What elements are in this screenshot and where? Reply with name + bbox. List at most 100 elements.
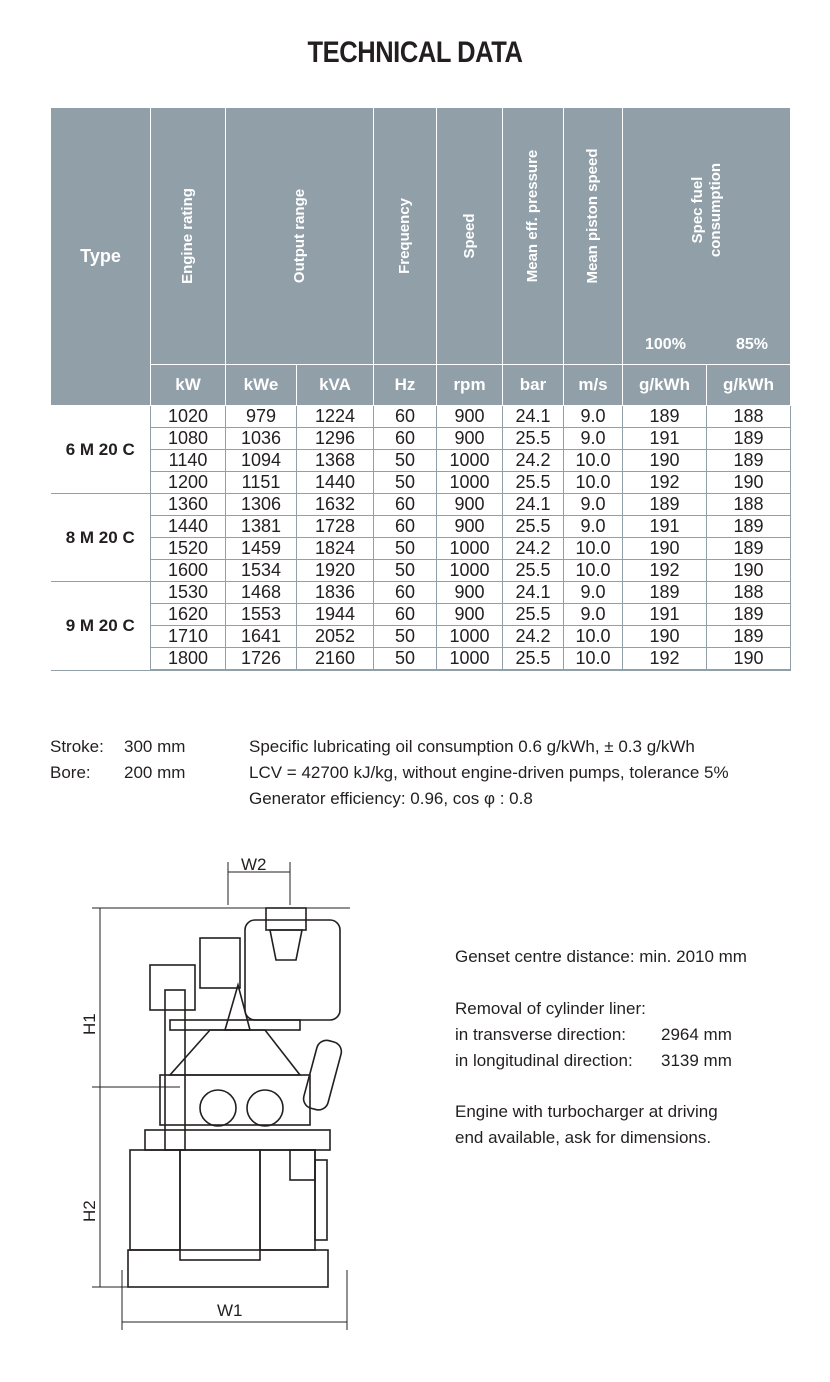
- label-w2: W2: [241, 855, 267, 874]
- table-cell: 1000: [436, 449, 503, 472]
- table-cell: 24.1: [502, 581, 564, 604]
- table-row: 8 M 20 C 1360 1306 1632 60 900 24.1 9.0 189 188: [50, 493, 791, 582]
- table-cell: 25.5: [502, 647, 564, 671]
- engine-type: 9 M 20 C: [50, 581, 151, 671]
- page-title: TECHNICAL DATA: [307, 36, 523, 69]
- table-cell: 9.0: [563, 405, 623, 428]
- engine-dimension-drawing: W2 H1 H2 W1: [80, 855, 350, 1330]
- unit-header: rpm: [436, 364, 503, 406]
- table-row: 1710 1641 2052 50 1000 24.2 10.0 190 189: [51, 625, 791, 648]
- table-cell: 190: [622, 625, 707, 648]
- label-h2: H2: [80, 1200, 99, 1222]
- table-cell: 192: [622, 559, 707, 582]
- table-cell: 1520: [150, 537, 226, 560]
- table-cell: 1381: [225, 515, 297, 538]
- table-cell: 2052: [296, 625, 374, 648]
- unit-header: kWe: [225, 364, 297, 406]
- table-cell: 60: [373, 493, 437, 516]
- table-cell: 24.1: [502, 405, 564, 428]
- table-cell: 190: [622, 537, 707, 560]
- table-cell: 60: [373, 427, 437, 450]
- table-cell: 188: [706, 581, 791, 604]
- header-engine-rating: Engine rating: [150, 107, 226, 365]
- table-row: 1800 1726 2160 50 1000 25.5 10.0 192 190: [51, 647, 791, 671]
- table-cell: 1000: [436, 537, 503, 560]
- liner-removal: Removal of cylinder liner: in transverse…: [455, 999, 732, 1070]
- table-cell: 10.0: [563, 559, 623, 582]
- table-cell: 900: [436, 493, 503, 516]
- table-cell: 190: [706, 647, 791, 671]
- table-cell: 24.2: [502, 449, 564, 472]
- unit-header: m/s: [563, 364, 623, 406]
- header-mean-eff-pressure: Mean eff. pressure: [502, 107, 564, 365]
- table-cell: 50: [373, 625, 437, 648]
- table-cell: 25.5: [502, 559, 564, 582]
- table-row: 1200 1151 1440 50 1000 25.5 10.0 192 190: [51, 471, 791, 494]
- header-type: Type: [50, 107, 151, 406]
- unit-header: g/kWh: [622, 364, 707, 406]
- table-cell: 900: [436, 405, 503, 428]
- table-cell: 9.0: [563, 515, 623, 538]
- engine-type: 6 M 20 C: [50, 405, 151, 494]
- table-cell: 1530: [150, 581, 226, 604]
- table-cell: 190: [622, 449, 707, 472]
- table-cell: 50: [373, 537, 437, 560]
- table-cell: 9.0: [563, 427, 623, 450]
- table-cell: 1726: [225, 647, 297, 671]
- table-cell: 189: [622, 493, 707, 516]
- technical-data-table: Type Engine rating Output range Frequenc…: [50, 107, 791, 671]
- table-cell: 189: [706, 603, 791, 626]
- table-cell: 191: [622, 427, 707, 450]
- table-cell: 1468: [225, 581, 297, 604]
- header-frequency: Frequency: [373, 107, 437, 365]
- table-cell: 10.0: [563, 647, 623, 671]
- table-cell: 50: [373, 449, 437, 472]
- table-cell: 1710: [150, 625, 226, 648]
- notes: Specific lubricating oil consumption 0.6…: [249, 737, 729, 808]
- table-cell: 1728: [296, 515, 374, 538]
- table-cell: 9.0: [563, 581, 623, 604]
- table-cell: 1600: [150, 559, 226, 582]
- table-row: 1140 1094 1368 50 1000 24.2 10.0 190 189: [51, 449, 791, 472]
- table-cell: 1020: [150, 405, 226, 428]
- table-cell: 900: [436, 427, 503, 450]
- table-cell: 188: [706, 493, 791, 516]
- table-cell: 900: [436, 603, 503, 626]
- table-cell: 50: [373, 559, 437, 582]
- turbocharger-note: Engine with turbocharger at driving end a…: [455, 1102, 718, 1147]
- table-cell: 1944: [296, 603, 374, 626]
- table-cell: 191: [622, 603, 707, 626]
- header-speed: Speed: [436, 107, 503, 365]
- table-cell: 190: [706, 471, 791, 494]
- table-cell: 192: [622, 471, 707, 494]
- table-cell: 1459: [225, 537, 297, 560]
- table-cell: 1836: [296, 581, 374, 604]
- table-cell: 1641: [225, 625, 297, 648]
- table-cell: 25.5: [502, 603, 564, 626]
- table-cell: 1534: [225, 559, 297, 582]
- unit-header: bar: [502, 364, 564, 406]
- table-cell: 979: [225, 405, 297, 428]
- table-cell: 189: [706, 515, 791, 538]
- unit-header: g/kWh: [706, 364, 791, 406]
- table-cell: 1296: [296, 427, 374, 450]
- table-cell: 189: [706, 625, 791, 648]
- table-cell: 190: [706, 559, 791, 582]
- specs: Stroke: 300 mm Bore: 200 mm: [50, 737, 186, 782]
- table-cell: 24.1: [502, 493, 564, 516]
- table-cell: 1368: [296, 449, 374, 472]
- table-row: 1080 1036 1296 60 900 25.5 9.0 191 189: [51, 427, 791, 450]
- table-cell: 1632: [296, 493, 374, 516]
- table-cell: 25.5: [502, 427, 564, 450]
- table-cell: 900: [436, 581, 503, 604]
- table-cell: 50: [373, 471, 437, 494]
- table-cell: 188: [706, 405, 791, 428]
- header-mean-piston-speed: Mean piston speed: [563, 107, 623, 365]
- table-cell: 50: [373, 647, 437, 671]
- table-cell: 24.2: [502, 625, 564, 648]
- table-cell: 1080: [150, 427, 226, 450]
- table-cell: 1824: [296, 537, 374, 560]
- table-cell: 60: [373, 405, 437, 428]
- unit-header: Hz: [373, 364, 437, 406]
- table-cell: 1440: [296, 471, 374, 494]
